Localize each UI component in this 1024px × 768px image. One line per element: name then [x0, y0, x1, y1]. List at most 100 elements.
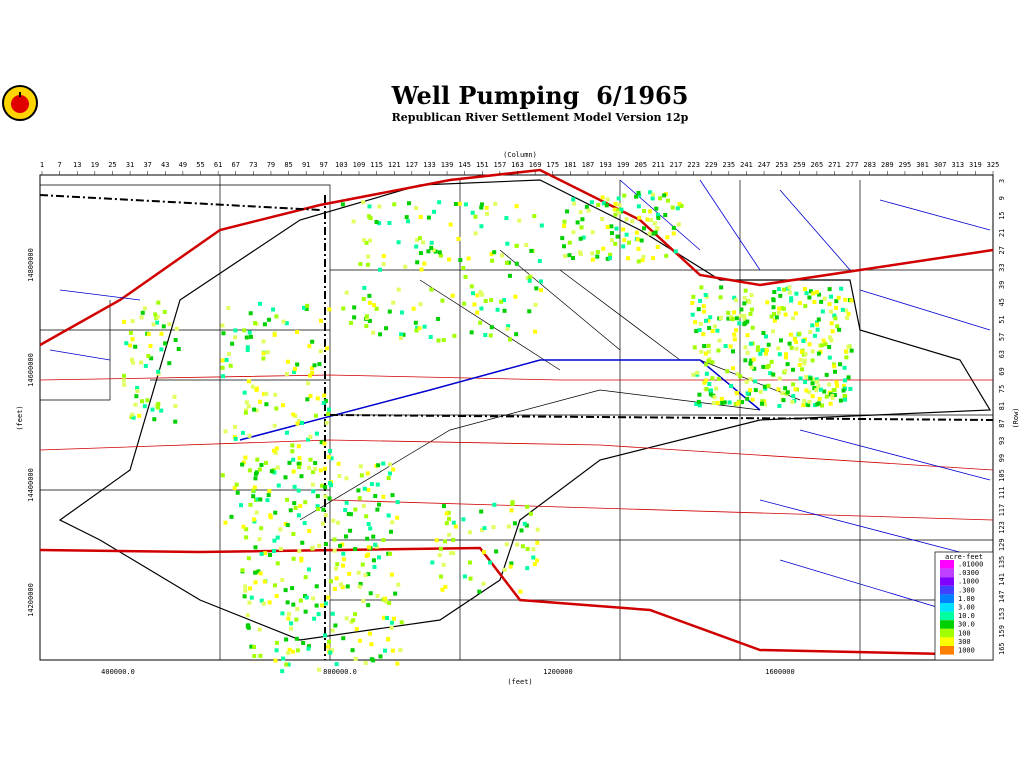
- well-cell: [444, 521, 449, 526]
- well-cell: [308, 457, 313, 462]
- well-cell: [493, 201, 498, 206]
- column-tick: 247: [758, 161, 771, 169]
- well-cell: [738, 313, 743, 318]
- well-cell: [220, 374, 225, 379]
- well-cell: [814, 320, 819, 325]
- well-cell: [257, 627, 262, 632]
- well-cell: [776, 387, 781, 392]
- well-cell: [436, 316, 441, 321]
- well-cell: [283, 475, 288, 480]
- well-cell: [299, 474, 304, 479]
- row-tick: 3: [998, 179, 1006, 183]
- well-cell: [762, 384, 767, 389]
- well-cell: [396, 582, 401, 587]
- well-cell: [292, 501, 297, 506]
- well-cell: [673, 249, 678, 254]
- well-cell: [504, 542, 509, 547]
- row-tick: 21: [998, 229, 1006, 237]
- well-cell: [817, 396, 822, 401]
- well-cell: [292, 484, 297, 489]
- well-cell: [387, 600, 392, 605]
- well-cell: [265, 498, 270, 503]
- well-cell: [483, 333, 488, 338]
- well-cell: [702, 344, 707, 349]
- column-tick: 259: [793, 161, 806, 169]
- left-axis-label: (feet): [16, 405, 24, 430]
- well-cell: [749, 293, 754, 298]
- well-cell: [675, 206, 680, 211]
- well-cell: [735, 372, 740, 377]
- well-cell: [527, 275, 532, 280]
- well-cell: [849, 348, 854, 353]
- well-cell: [473, 214, 478, 219]
- well-cell: [701, 332, 706, 337]
- well-cell: [176, 346, 181, 351]
- well-cell: [538, 279, 543, 284]
- well-cell: [752, 366, 757, 371]
- well-cell: [469, 330, 474, 335]
- well-cell: [233, 424, 238, 429]
- well-cell: [719, 396, 724, 401]
- well-cell: [284, 430, 289, 435]
- well-cell: [290, 649, 295, 654]
- well-cell: [711, 400, 716, 405]
- well-cell: [391, 616, 396, 621]
- title: Well Pumping 6/1965: [391, 81, 689, 110]
- well-cell: [146, 354, 151, 359]
- well-cell: [418, 214, 423, 219]
- well-cell: [595, 254, 600, 259]
- well-cell: [351, 618, 356, 623]
- well-cell: [295, 362, 300, 367]
- well-cell: [353, 612, 358, 617]
- bottom-axis-label: (feet): [507, 678, 532, 686]
- well-cell: [793, 387, 798, 392]
- well-cell: [491, 525, 496, 530]
- well-cell: [514, 261, 519, 266]
- well-cell: [381, 538, 386, 543]
- well-cell: [819, 403, 824, 408]
- well-cell: [462, 574, 467, 579]
- well-cell: [829, 338, 834, 343]
- well-cell: [340, 585, 345, 590]
- well-cell: [578, 252, 583, 257]
- well-cell: [651, 256, 656, 261]
- well-cell: [307, 344, 312, 349]
- well-cell: [257, 467, 262, 472]
- well-cell: [815, 322, 820, 327]
- well-cell: [665, 198, 670, 203]
- well-cell: [447, 532, 452, 537]
- column-tick: 55: [196, 161, 204, 169]
- well-cell: [336, 461, 341, 466]
- well-cell: [272, 470, 277, 475]
- well-cell: [383, 326, 388, 331]
- well-cell: [353, 656, 358, 661]
- well-cell: [571, 197, 576, 202]
- well-cell: [479, 205, 484, 210]
- well-cell: [422, 324, 427, 329]
- well-cell: [451, 537, 456, 542]
- well-cell: [399, 332, 404, 337]
- well-cell: [152, 417, 157, 422]
- well-cell: [811, 291, 816, 296]
- well-cell: [143, 306, 148, 311]
- well-cell: [321, 400, 326, 405]
- well-cell: [470, 210, 475, 215]
- well-cell: [130, 360, 135, 365]
- well-cell: [328, 650, 333, 655]
- well-cell: [797, 301, 802, 306]
- well-cell: [326, 644, 331, 649]
- legend-swatch: [940, 594, 954, 603]
- well-cell: [519, 528, 524, 533]
- row-tick: 105: [998, 469, 1006, 482]
- well-cell: [149, 356, 154, 361]
- legend-swatch: [940, 637, 954, 646]
- well-cell: [437, 200, 442, 205]
- well-cell: [539, 223, 544, 228]
- well-cell: [837, 362, 842, 367]
- well-cell: [415, 325, 420, 330]
- well-cell: [389, 625, 394, 630]
- well-cell: [269, 469, 274, 474]
- well-cell: [702, 380, 707, 385]
- well-cell: [829, 294, 834, 299]
- well-cell: [341, 563, 346, 568]
